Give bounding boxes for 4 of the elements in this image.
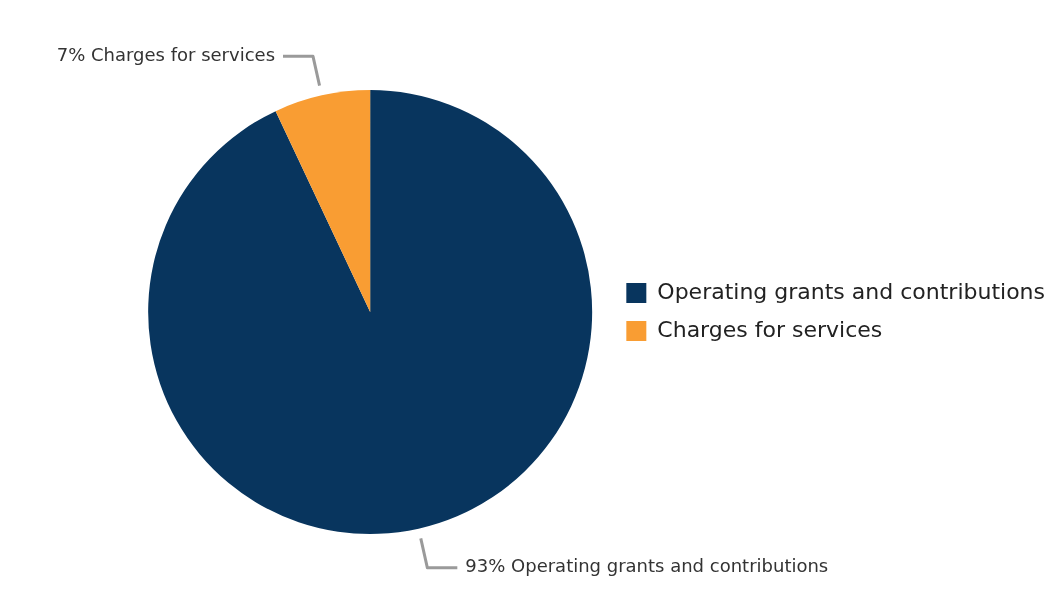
data-label: 7% Charges for services [56,43,276,65]
legend-label: Charges for services [657,316,883,342]
legend-label: Operating grants and contributions [657,278,1046,304]
data-label: 93% Operating grants and contributions [465,555,829,577]
